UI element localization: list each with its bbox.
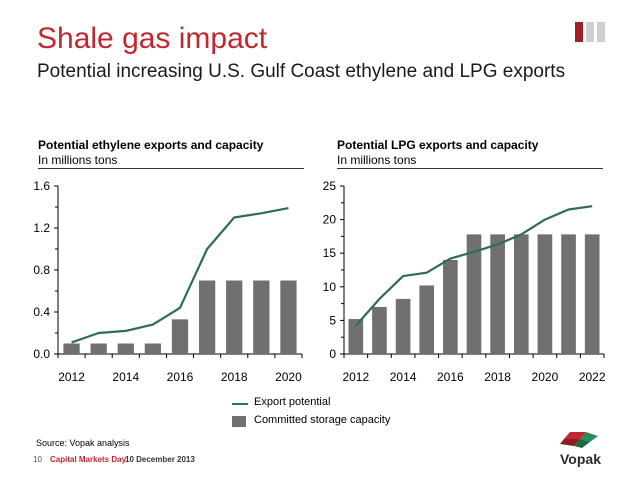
legend: Export potential Committed storage capac… bbox=[232, 396, 432, 432]
ethylene-bar bbox=[63, 343, 80, 354]
corner-mark-gray-2 bbox=[597, 22, 605, 42]
legend-line-label: Export potential bbox=[254, 396, 331, 408]
ethylene-chart-unit: In millions tons bbox=[38, 153, 118, 167]
ethylene-y-tick-label: 0.4 bbox=[33, 305, 50, 319]
lpg-x-tick-label: 2012 bbox=[342, 370, 369, 384]
corner-mark-red bbox=[575, 22, 583, 42]
lpg-x-tick-label: 2018 bbox=[484, 370, 511, 384]
ethylene-y-tick-label: 1.6 bbox=[33, 179, 50, 193]
lpg-x-tick-label: 2020 bbox=[532, 370, 559, 384]
ethylene-x-tick-label: 2018 bbox=[221, 370, 248, 384]
ethylene-bar bbox=[171, 319, 189, 354]
lpg-y-tick-label: 5 bbox=[329, 313, 336, 327]
ethylene-chart-title: Potential ethylene exports and capacity bbox=[38, 138, 264, 152]
lpg-bar bbox=[584, 234, 600, 354]
legend-line-swatch bbox=[232, 403, 248, 405]
lpg-bar bbox=[443, 259, 458, 354]
ethylene-bar bbox=[90, 343, 107, 354]
lpg-bar bbox=[561, 234, 576, 354]
lpg-x-tick-label: 2022 bbox=[579, 370, 606, 384]
ethylene-chart: 0.0 0.4 0.8 1.2 1.6 2012 2014 2016 2018 2020 bbox=[33, 179, 303, 384]
lpg-chart-title: Potential LPG exports and capacity bbox=[337, 138, 539, 152]
lpg-y-tick-label: 15 bbox=[323, 246, 337, 260]
lpg-chart-rule bbox=[337, 168, 603, 169]
ethylene-bar bbox=[253, 280, 270, 354]
ethylene-chart-rule bbox=[38, 168, 304, 169]
lpg-bar bbox=[513, 234, 529, 354]
lpg-y-tick-label: 25 bbox=[323, 179, 337, 193]
lpg-x-tick-label: 2014 bbox=[390, 370, 417, 384]
lpg-y-tick-label: 10 bbox=[323, 280, 337, 294]
ethylene-bar bbox=[280, 280, 297, 354]
lpg-bar bbox=[537, 234, 553, 354]
legend-bar-swatch bbox=[232, 416, 246, 427]
ethylene-bar bbox=[198, 280, 216, 354]
legend-item-line: Export potential bbox=[232, 396, 432, 412]
legend-bar-label: Committed storage capacity bbox=[254, 414, 391, 426]
source-note: Source: Vopak analysis bbox=[36, 438, 130, 448]
lpg-x-tick-label: 2016 bbox=[437, 370, 464, 384]
page-title: Shale gas impact bbox=[37, 22, 268, 55]
lpg-bar bbox=[372, 306, 387, 354]
ethylene-bar bbox=[226, 280, 243, 354]
footer-event: Capital Markets Day bbox=[50, 455, 127, 464]
lpg-chart: 0 5 10 15 20 25 2012 2014 2016 2018 2020 2022 bbox=[323, 179, 606, 384]
ethylene-x-tick-label: 2014 bbox=[112, 370, 139, 384]
corner-mark-gray-1 bbox=[586, 22, 594, 42]
legend-item-bar: Committed storage capacity bbox=[232, 414, 432, 430]
lpg-y-tick-label: 0 bbox=[329, 347, 336, 361]
ethylene-x-tick-label: 2016 bbox=[167, 370, 194, 384]
lpg-y-tick-label: 20 bbox=[323, 213, 337, 227]
ethylene-y-tick-label: 0.0 bbox=[33, 347, 50, 361]
page-number: 10 bbox=[33, 455, 42, 464]
ethylene-x-tick-label: 2012 bbox=[58, 370, 85, 384]
svg-text:Vopak: Vopak bbox=[560, 451, 601, 467]
lpg-bar bbox=[466, 234, 482, 354]
lpg-chart-unit: In millions tons bbox=[337, 153, 417, 167]
lpg-bar bbox=[395, 298, 411, 354]
lpg-export-line bbox=[354, 205, 593, 327]
ethylene-y-tick-label: 0.8 bbox=[33, 263, 50, 277]
footer-date: 10 December 2013 bbox=[125, 455, 195, 464]
page-subtitle: Potential increasing U.S. Gulf Coast eth… bbox=[37, 61, 566, 82]
ethylene-export-line bbox=[71, 206, 289, 344]
ethylene-bar bbox=[144, 343, 162, 354]
lpg-bar bbox=[348, 319, 364, 354]
ethylene-y-tick-label: 1.2 bbox=[33, 221, 50, 235]
lpg-bar bbox=[490, 234, 505, 354]
vopak-logo: Vopak bbox=[560, 432, 601, 467]
ethylene-x-tick-label: 2020 bbox=[275, 370, 302, 384]
lpg-bar bbox=[419, 285, 435, 354]
ethylene-bar bbox=[117, 343, 134, 354]
